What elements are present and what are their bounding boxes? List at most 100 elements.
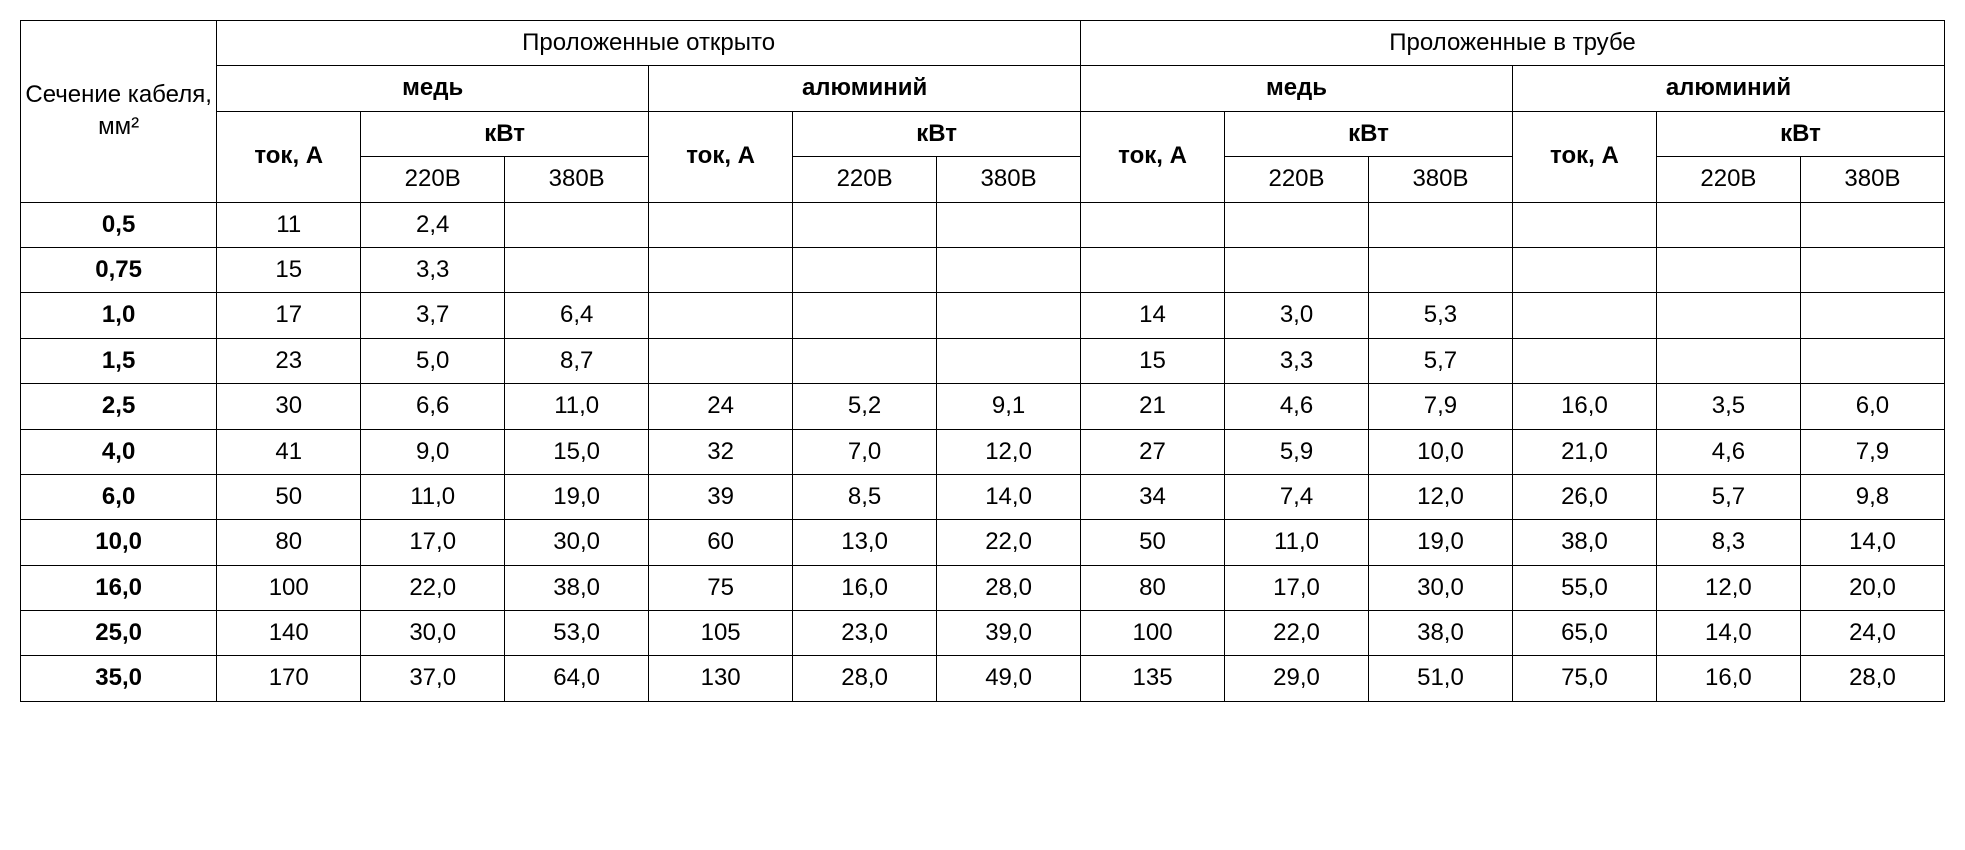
data-cell xyxy=(649,293,793,338)
data-cell: 8,3 xyxy=(1656,520,1800,565)
data-cell: 8,7 xyxy=(505,338,649,383)
table-row: 35,017037,064,013028,049,013529,051,075,… xyxy=(21,656,1945,701)
data-cell xyxy=(1225,202,1369,247)
data-cell: 8,5 xyxy=(793,474,937,519)
header-kw: кВт xyxy=(1656,111,1944,156)
data-cell: 38,0 xyxy=(1512,520,1656,565)
header-pipe-aluminium: алюминий xyxy=(1512,66,1944,111)
data-cell: 15 xyxy=(217,247,361,292)
data-cell xyxy=(1800,202,1944,247)
data-cell: 19,0 xyxy=(505,474,649,519)
header-current: ток, А xyxy=(649,111,793,202)
data-cell: 32 xyxy=(649,429,793,474)
data-cell: 38,0 xyxy=(505,565,649,610)
data-cell: 75 xyxy=(649,565,793,610)
data-cell: 9,0 xyxy=(361,429,505,474)
row-section: 1,5 xyxy=(21,338,217,383)
data-cell: 30 xyxy=(217,384,361,429)
data-cell: 75,0 xyxy=(1512,656,1656,701)
data-cell: 65,0 xyxy=(1512,611,1656,656)
row-section: 1,0 xyxy=(21,293,217,338)
data-cell: 100 xyxy=(1081,611,1225,656)
data-cell: 3,7 xyxy=(361,293,505,338)
row-section: 4,0 xyxy=(21,429,217,474)
data-cell xyxy=(1800,247,1944,292)
data-cell: 30,0 xyxy=(505,520,649,565)
data-cell: 7,0 xyxy=(793,429,937,474)
data-cell: 60 xyxy=(649,520,793,565)
data-cell xyxy=(1656,338,1800,383)
data-cell: 12,0 xyxy=(1656,565,1800,610)
data-cell: 6,4 xyxy=(505,293,649,338)
data-cell: 14,0 xyxy=(1656,611,1800,656)
data-cell: 27 xyxy=(1081,429,1225,474)
data-cell: 24 xyxy=(649,384,793,429)
data-cell: 20,0 xyxy=(1800,565,1944,610)
data-cell: 3,3 xyxy=(1225,338,1369,383)
data-cell xyxy=(1368,247,1512,292)
data-cell xyxy=(1656,293,1800,338)
data-cell xyxy=(1368,202,1512,247)
row-section: 6,0 xyxy=(21,474,217,519)
data-cell: 55,0 xyxy=(1512,565,1656,610)
table-row: 1,5235,08,7153,35,7 xyxy=(21,338,1945,383)
data-cell: 9,1 xyxy=(937,384,1081,429)
data-cell xyxy=(1081,202,1225,247)
data-cell: 6,0 xyxy=(1800,384,1944,429)
header-380v: 380В xyxy=(1800,157,1944,202)
data-cell xyxy=(793,202,937,247)
data-cell: 5,3 xyxy=(1368,293,1512,338)
data-cell xyxy=(1512,202,1656,247)
header-current: ток, А xyxy=(1512,111,1656,202)
data-cell xyxy=(937,247,1081,292)
data-cell: 80 xyxy=(217,520,361,565)
header-current: ток, А xyxy=(217,111,361,202)
data-cell: 5,7 xyxy=(1656,474,1800,519)
table-row: 2,5306,611,0245,29,1214,67,916,03,56,0 xyxy=(21,384,1945,429)
data-cell: 51,0 xyxy=(1368,656,1512,701)
header-pipe: Проложенные в трубе xyxy=(1081,21,1945,66)
data-cell: 49,0 xyxy=(937,656,1081,701)
data-cell: 14,0 xyxy=(1800,520,1944,565)
header-220v: 220В xyxy=(1656,157,1800,202)
row-section: 0,75 xyxy=(21,247,217,292)
data-cell: 11 xyxy=(217,202,361,247)
data-cell xyxy=(649,338,793,383)
data-cell: 23,0 xyxy=(793,611,937,656)
data-cell: 37,0 xyxy=(361,656,505,701)
data-cell: 16,0 xyxy=(1512,384,1656,429)
header-220v: 220В xyxy=(1225,157,1369,202)
data-cell xyxy=(505,247,649,292)
header-380v: 380В xyxy=(937,157,1081,202)
table-row: 6,05011,019,0398,514,0347,412,026,05,79,… xyxy=(21,474,1945,519)
data-cell: 41 xyxy=(217,429,361,474)
header-380v: 380В xyxy=(1368,157,1512,202)
data-cell: 28,0 xyxy=(793,656,937,701)
header-kw: кВт xyxy=(793,111,1081,156)
data-cell: 14,0 xyxy=(937,474,1081,519)
data-cell: 10,0 xyxy=(1368,429,1512,474)
header-pipe-copper: медь xyxy=(1081,66,1513,111)
data-cell: 14 xyxy=(1081,293,1225,338)
data-cell: 12,0 xyxy=(1368,474,1512,519)
data-cell: 15 xyxy=(1081,338,1225,383)
data-cell: 3,5 xyxy=(1656,384,1800,429)
row-section: 16,0 xyxy=(21,565,217,610)
data-cell: 30,0 xyxy=(361,611,505,656)
row-section: 0,5 xyxy=(21,202,217,247)
data-cell: 7,9 xyxy=(1368,384,1512,429)
data-cell: 26,0 xyxy=(1512,474,1656,519)
data-cell: 39 xyxy=(649,474,793,519)
table-row: 25,014030,053,010523,039,010022,038,065,… xyxy=(21,611,1945,656)
row-section: 25,0 xyxy=(21,611,217,656)
header-220v: 220В xyxy=(793,157,937,202)
data-cell: 17 xyxy=(217,293,361,338)
header-open: Проложенные открыто xyxy=(217,21,1081,66)
data-cell: 7,9 xyxy=(1800,429,1944,474)
data-cell: 17,0 xyxy=(361,520,505,565)
data-cell: 80 xyxy=(1081,565,1225,610)
data-cell: 50 xyxy=(217,474,361,519)
data-cell xyxy=(1800,293,1944,338)
data-cell: 105 xyxy=(649,611,793,656)
data-cell: 6,6 xyxy=(361,384,505,429)
